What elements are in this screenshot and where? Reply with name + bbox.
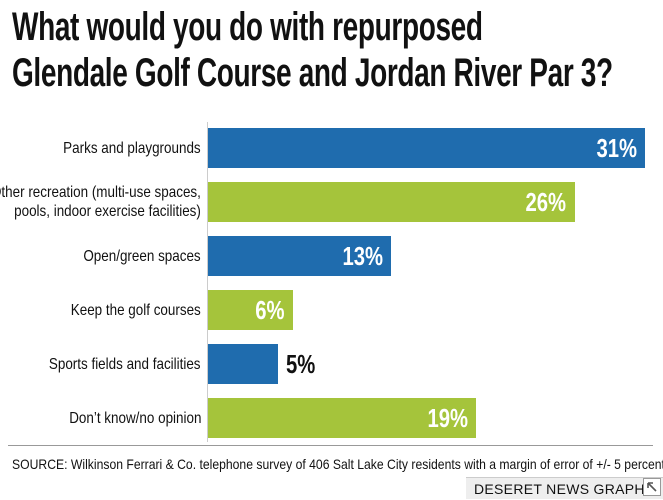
category-label: Parks and playgrounds [63, 139, 201, 157]
category-label: Don’t know/no opinion [68, 409, 201, 427]
category-label: Other recreation (multi-use spaces, pool… [0, 184, 201, 220]
credit-box: DESERET NEWS GRAPHI [466, 477, 663, 499]
corner-icon [643, 478, 661, 496]
category-label: Open/green spaces [83, 247, 201, 265]
chart-title: What would you do with repurposed Glenda… [12, 5, 613, 95]
bar [208, 128, 645, 168]
value-label: 5% [286, 349, 316, 379]
value-label: 6% [255, 295, 285, 325]
icon [647, 482, 657, 492]
bar [208, 344, 279, 384]
bar [208, 182, 575, 222]
value-label: 19% [427, 403, 468, 433]
bar [208, 236, 392, 276]
divider [8, 445, 653, 446]
bar [208, 290, 293, 330]
value-label: 31% [596, 133, 637, 163]
category-label: Sports fields and facilities [49, 355, 201, 373]
source-note: SOURCE: Wilkinson Ferrari & Co. telephon… [12, 456, 663, 472]
value-label: 26% [525, 187, 567, 217]
value-label: 13% [342, 241, 384, 271]
axis-line [207, 122, 208, 442]
bar [208, 398, 476, 438]
credit: DESERET NEWS GRAPHI [474, 481, 650, 497]
category-label: Keep the golf courses [70, 301, 201, 319]
